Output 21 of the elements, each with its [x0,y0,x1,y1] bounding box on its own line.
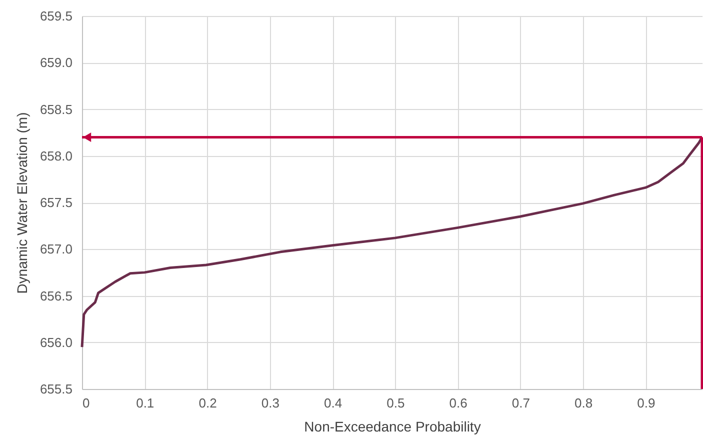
y-tick-label: 658.5 [40,102,72,117]
y-tick-label: 656.5 [40,288,72,304]
y-tick-label: 657.5 [40,195,72,210]
x-tick-label: 0.2 [198,396,217,410]
x-tick-label: 0.8 [574,396,593,410]
y-tick-label: 655.5 [40,382,72,396]
y-tick-label: 656.0 [40,334,72,350]
y-tick-label: 658.0 [40,148,72,164]
x-tick-label: 0.3 [261,396,280,410]
x-tick-label: 0.6 [449,396,468,410]
x-tick-label: 0.4 [324,396,342,410]
x-tick-label: 0.1 [136,396,154,410]
y-tick-label: 659.5 [40,8,72,24]
x-tick-label: 0.5 [386,396,405,410]
x-tick-label: 0.9 [637,396,656,410]
y-tick-label: 659.0 [40,55,72,70]
x-tick-label: 0.7 [512,396,530,410]
y-axis-title: Dynamic Water Elevation (m) [14,112,30,294]
y-tick-label: 657.0 [40,242,72,257]
x-tick-label: 0 [82,396,90,410]
x-axis-title: Non-Exceedance Probability [304,418,481,434]
